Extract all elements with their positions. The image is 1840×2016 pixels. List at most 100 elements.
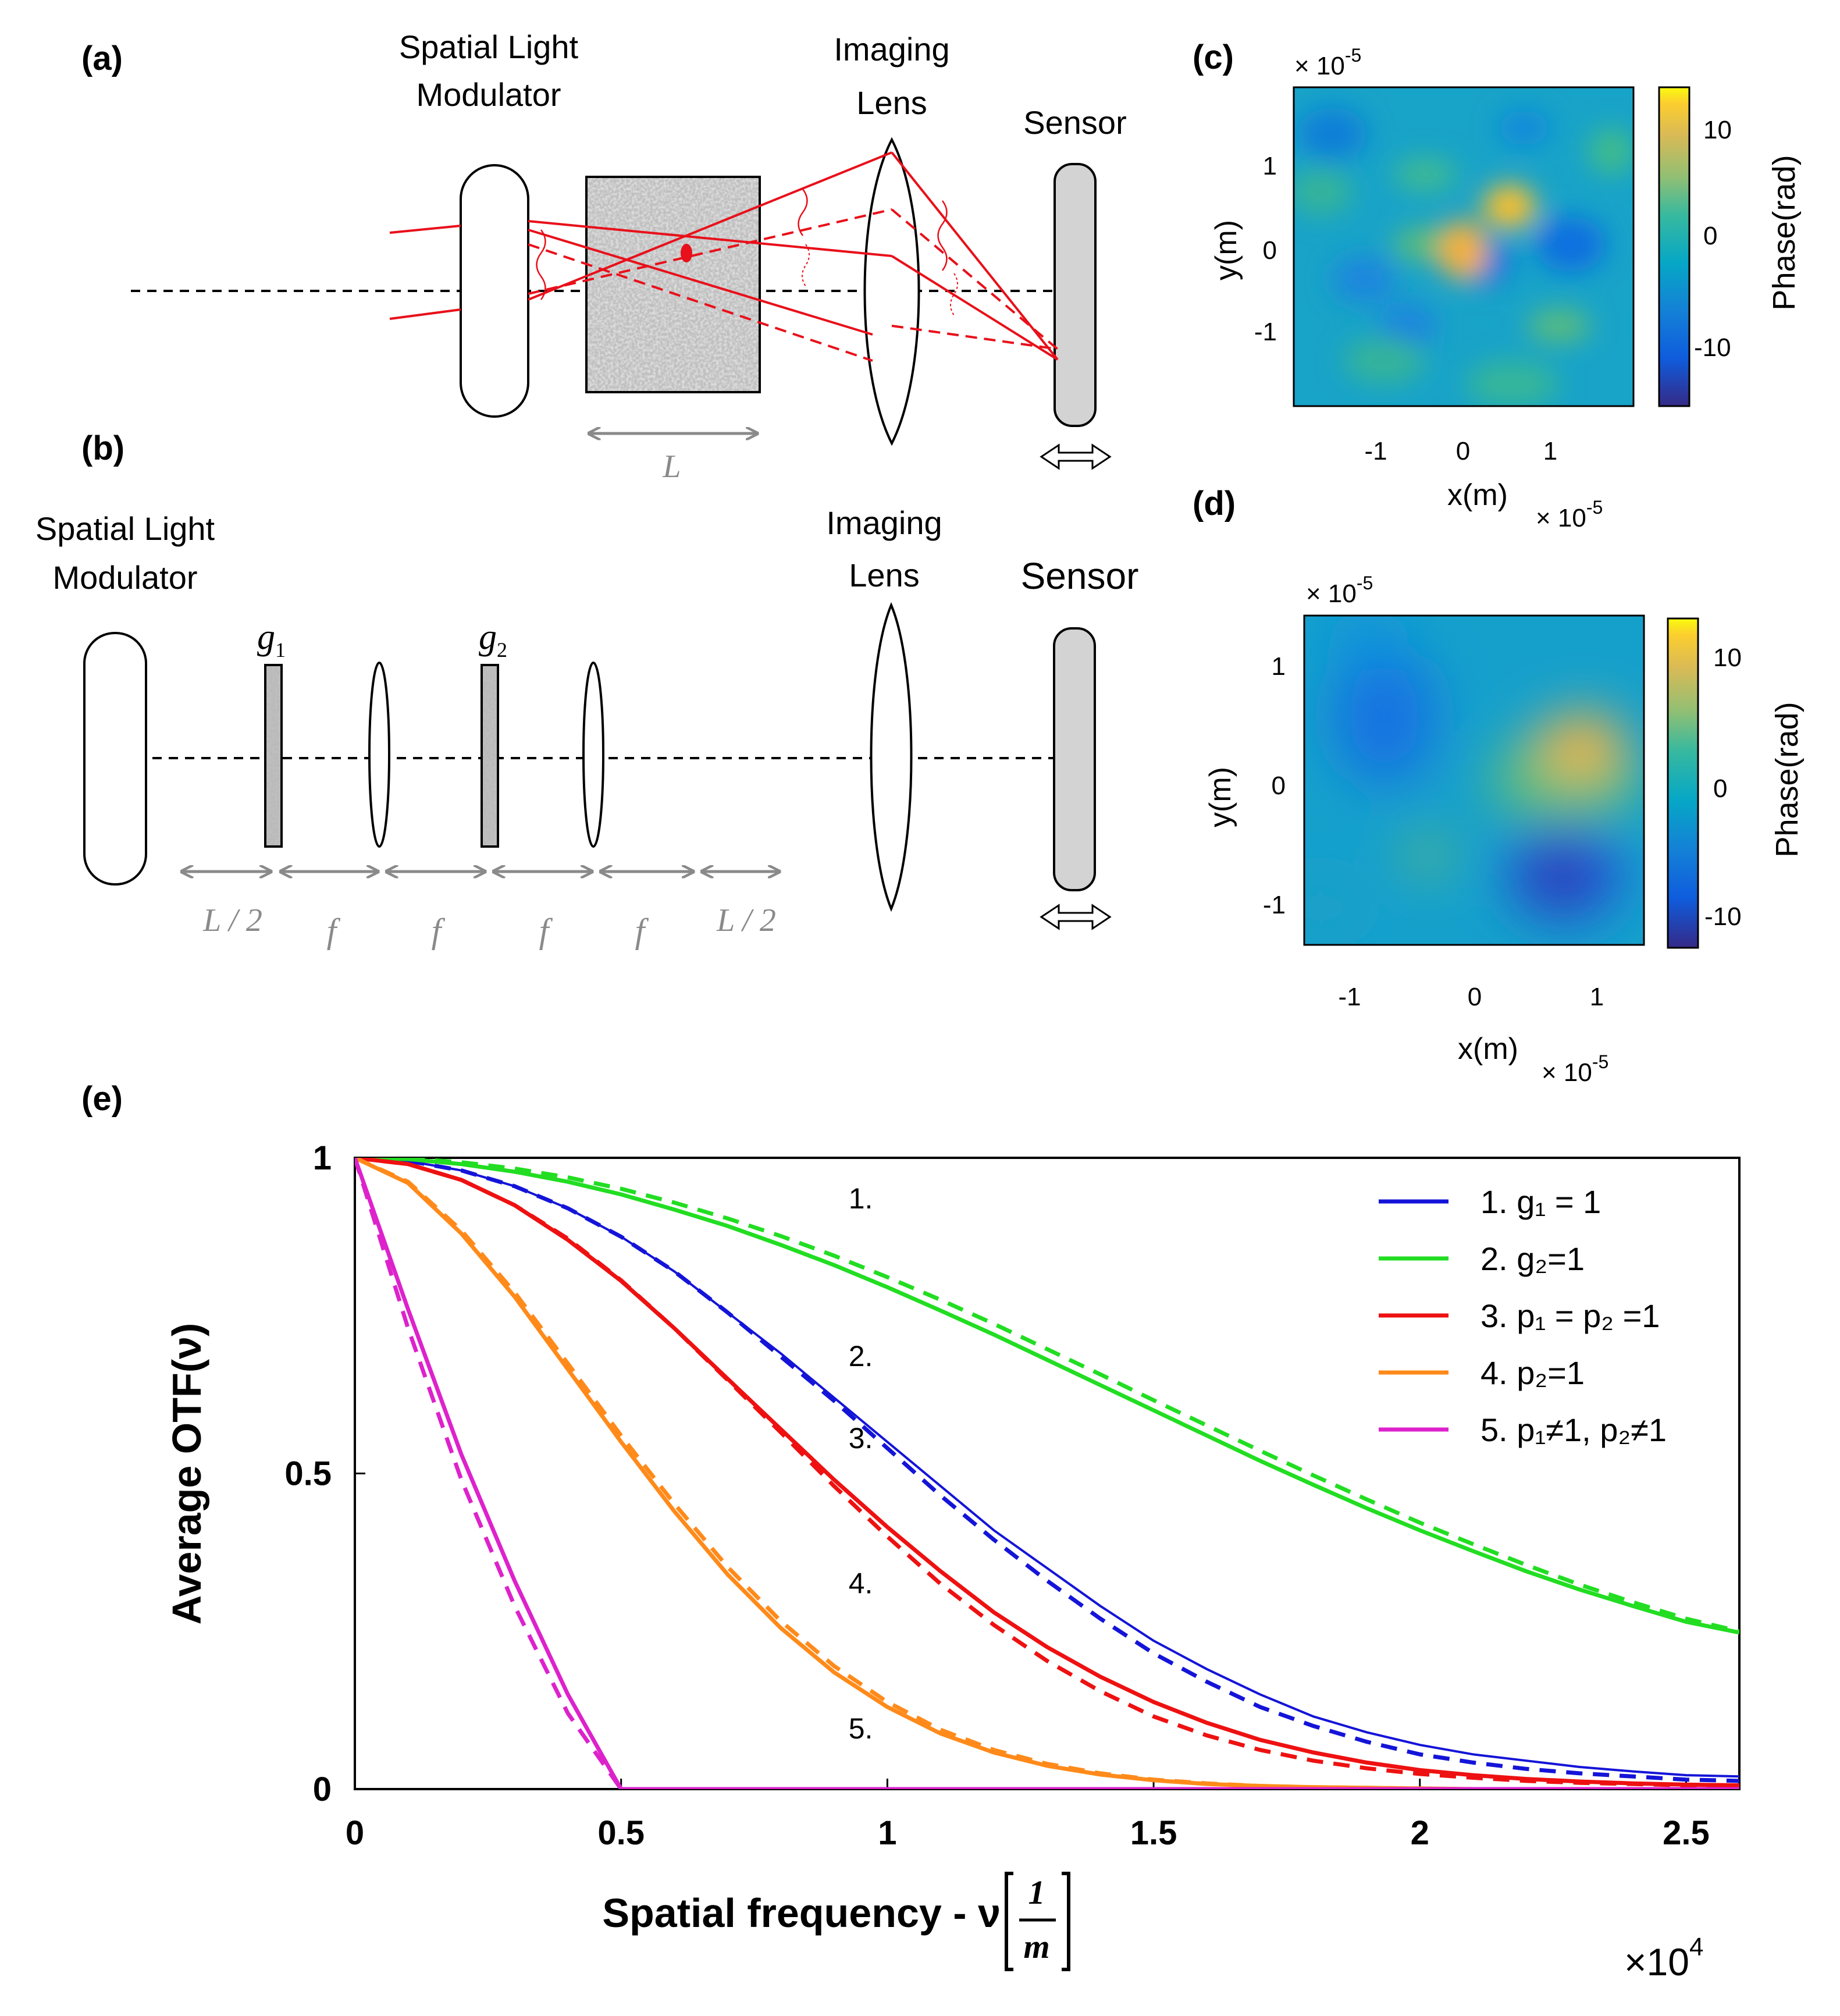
panel-b: (b) Spatial Light Modulator Imaging Lens…	[35, 429, 1139, 950]
axis-ticks: 0 0.5 1 1.5 2 2.5 0 0.5 1	[284, 1139, 1709, 1852]
slm-label-line1-b: Spatial Light	[35, 510, 215, 547]
imaging-lens-b	[870, 602, 913, 912]
distance-label: f	[539, 912, 553, 950]
x-exponent-c: × 10-5	[1536, 497, 1603, 532]
x-tick-d: -1	[1338, 983, 1361, 1011]
legend-entry: 5. p₁≠1, p₂≠1	[1480, 1411, 1667, 1448]
y-tick-c: 1	[1263, 152, 1277, 180]
relay-lens-2	[582, 662, 604, 848]
x-tick-label: 1.5	[1130, 1814, 1177, 1852]
panel-d: (d) × 10-5 1 0 -1 -1 0 1 x(m) × 10-5 y(m…	[1193, 485, 1805, 1087]
series-2-solid-line	[355, 1158, 1739, 1635]
x-tick-c: 1	[1543, 437, 1557, 465]
imaging-lens	[863, 137, 920, 446]
x-axis-title: Spatial frequency - ν	[602, 1890, 1001, 1936]
x-tick-c: -1	[1364, 437, 1387, 465]
series-2-dashed-line	[355, 1158, 1739, 1634]
x-tick-c: 0	[1456, 437, 1470, 465]
y-exponent-d: × 10-5	[1306, 573, 1373, 608]
y-tick-d: 1	[1272, 652, 1286, 681]
x-tick-label: 1	[878, 1814, 896, 1852]
x-tick-label: 2.5	[1663, 1814, 1710, 1852]
x-exponent-d: × 10-5	[1542, 1051, 1608, 1087]
curve-annotation: 1.	[849, 1182, 873, 1215]
panel-a: (a) Spatial Light Modulator Imaging Lens…	[81, 29, 1127, 485]
g1-speckle	[266, 666, 280, 845]
y-tick-d: -1	[1263, 891, 1286, 919]
colorbar-c	[1658, 86, 1690, 407]
x-multiplier: ×104	[1624, 1933, 1703, 1983]
distance-label: f	[432, 912, 446, 950]
y-tick-c: -1	[1254, 318, 1277, 346]
slm-label-line2-b: Modulator	[52, 559, 197, 596]
imaging-lens-label-line2-b: Lens	[849, 557, 919, 593]
legend: 1. g₁ = 1 2. g₂=1 3. p₁ = p₂ =1 4. p₂=1 5. p…	[1379, 1183, 1667, 1448]
distance-label: L / 2	[202, 902, 262, 938]
x-tick-label: 0.5	[597, 1814, 645, 1852]
panel-e-tag: (e)	[81, 1080, 123, 1118]
x-axis-label-e: Spatial frequency - ν 1 m	[602, 1872, 1070, 1971]
light-rays	[389, 151, 1059, 362]
x-axis-label-d: x(m)	[1458, 1032, 1518, 1066]
medium-length-label: L	[662, 449, 681, 485]
y-axis-label-e: Average OTF(ν)	[164, 1323, 209, 1625]
y-axis-label-c: y(m)	[1209, 220, 1243, 280]
series-5-solid-line	[355, 1158, 1739, 1789]
panel-b-tag: (b)	[81, 429, 124, 467]
colorbar-label-d: Phase(rad)	[1770, 702, 1805, 857]
curve-annotations: 1. 2. 3. 4. 5.	[849, 1182, 873, 1745]
sensor-b	[1053, 627, 1096, 891]
y-tick-label: 0.5	[284, 1455, 332, 1493]
curve-annotation: 2.	[849, 1340, 873, 1373]
legend-entry: 3. p₁ = p₂ =1	[1480, 1297, 1660, 1334]
panel-c: (c) × 10-5 1 0	[1193, 38, 1802, 532]
cbar-tick-d: 10	[1713, 643, 1742, 672]
phase-map-d	[1304, 616, 1644, 945]
panel-a-tag: (a)	[81, 40, 123, 77]
distance-label: f	[635, 912, 649, 950]
g1-label: g1	[257, 617, 286, 662]
y-tick-label: 1	[313, 1139, 332, 1177]
colorbar-d	[1667, 617, 1699, 949]
sensor-translation-arrow-b	[1040, 904, 1112, 930]
speckle-texture	[588, 178, 759, 391]
cbar-tick-c: -10	[1694, 333, 1731, 362]
x-tick-label: 2	[1411, 1814, 1429, 1852]
cbar-tick-c: 0	[1703, 222, 1717, 250]
sensor-label: Sensor	[1023, 104, 1126, 141]
y-tick-label: 0	[313, 1770, 332, 1808]
legend-entry: 4. p₂=1	[1480, 1354, 1585, 1391]
curve-annotation: 4.	[849, 1567, 873, 1600]
curve-annotation: 5.	[849, 1712, 873, 1745]
distance-label: L / 2	[716, 902, 776, 938]
relay-lens-1	[368, 662, 390, 848]
colorbar-label-c: Phase(rad)	[1767, 155, 1802, 310]
sensor	[1054, 163, 1097, 427]
y-tick-c: 0	[1263, 236, 1277, 265]
x-tick-d: 0	[1468, 983, 1482, 1011]
x-tick-d: 1	[1590, 983, 1604, 1011]
x-tick-label: 0	[346, 1814, 364, 1852]
imaging-lens-label-line2: Lens	[856, 84, 927, 121]
phase-map-c-frame	[1293, 86, 1635, 407]
series-3-solid-line	[355, 1158, 1739, 1787]
imaging-lens-label-line1-b: Imaging	[826, 504, 942, 541]
sensor-label-b: Sensor	[1021, 555, 1139, 597]
series-5-dashed-line	[355, 1158, 1739, 1789]
spatial-light-modulator	[460, 164, 529, 418]
y-exponent-c: × 10-5	[1294, 45, 1361, 80]
curve-annotation: 3.	[849, 1422, 873, 1455]
cbar-tick-d: -10	[1704, 902, 1742, 931]
y-axis-label-d: y(m)	[1204, 767, 1237, 827]
legend-entry: 1. g₁ = 1	[1480, 1183, 1601, 1220]
series-1-solid-line	[355, 1158, 1739, 1778]
panel-e: (e) 0 0.5 1 1.5 2 2.5 0 0.5 1 1. 2. 3. 4. 5. 1. g₁ =…	[81, 1080, 1741, 1983]
unit-denominator: m	[1023, 1928, 1049, 1965]
y-tick-d: 0	[1272, 771, 1286, 800]
phase-map-d-frame	[1303, 614, 1645, 946]
distance-labels: L / 2 f f f f L / 2	[202, 902, 776, 950]
unit-bracket-right	[1062, 1872, 1070, 1971]
imaging-lens-label-line1: Imaging	[834, 31, 949, 67]
otf-series	[355, 1158, 1739, 1789]
unit-numerator: 1	[1028, 1873, 1045, 1911]
